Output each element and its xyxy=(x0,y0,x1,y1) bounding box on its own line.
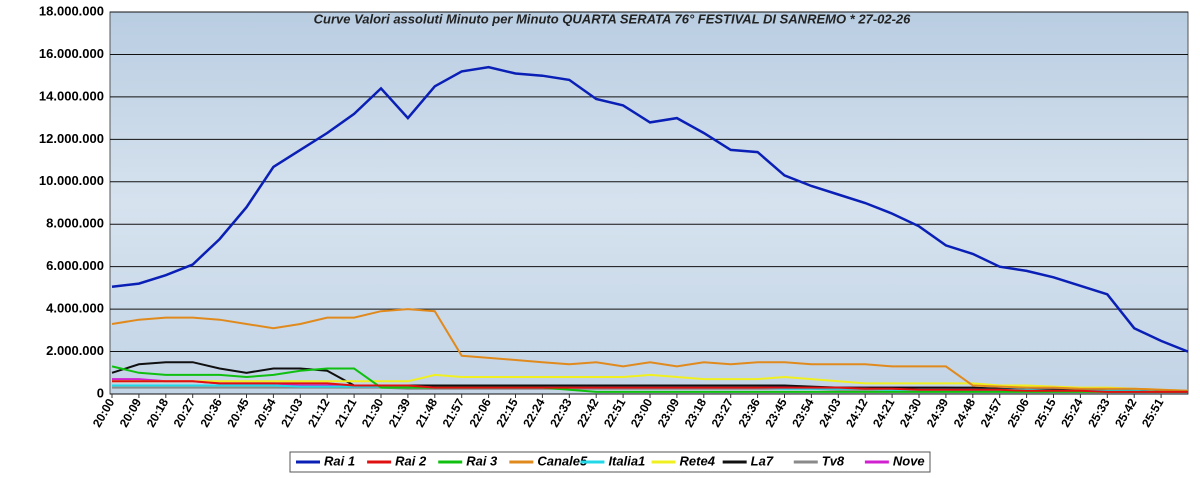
series-line xyxy=(111,308,1189,392)
y-tick-label: 14.000.000 xyxy=(39,88,104,103)
series-line xyxy=(112,373,1189,392)
series-line xyxy=(112,380,1188,393)
y-tick-label: 4.000.000 xyxy=(46,301,104,316)
legend-label: Tv8 xyxy=(822,453,845,468)
legend-label: Rai 3 xyxy=(466,453,498,468)
y-tick-label: 2.000.000 xyxy=(46,343,104,358)
y-tick-label: 10.000.000 xyxy=(39,173,104,188)
legend-label: Italia1 xyxy=(608,453,645,468)
y-tick-label: 12.000.000 xyxy=(39,131,104,146)
y-tick-label: 16.000.000 xyxy=(39,46,104,61)
series-line xyxy=(111,65,1189,353)
y-tick-label: 18.000.000 xyxy=(39,3,104,18)
legend xyxy=(289,451,931,473)
legend-label: Nove xyxy=(893,453,925,468)
y-tick-label: 6.000.000 xyxy=(46,258,104,273)
legend-label: Canale5 xyxy=(537,453,588,468)
plot-area xyxy=(109,11,1189,395)
legend-label: Rete4 xyxy=(680,453,716,468)
y-tick-label: 0 xyxy=(97,385,104,400)
y-tick-label: 8.000.000 xyxy=(46,216,104,231)
series-line xyxy=(111,365,1188,393)
legend-label: La7 xyxy=(751,453,774,468)
chart-title: Curve Valori assoluti Minuto per Minuto … xyxy=(314,11,912,26)
legend-label: Rai 2 xyxy=(395,453,427,468)
legend-label: Rai 1 xyxy=(324,453,355,468)
